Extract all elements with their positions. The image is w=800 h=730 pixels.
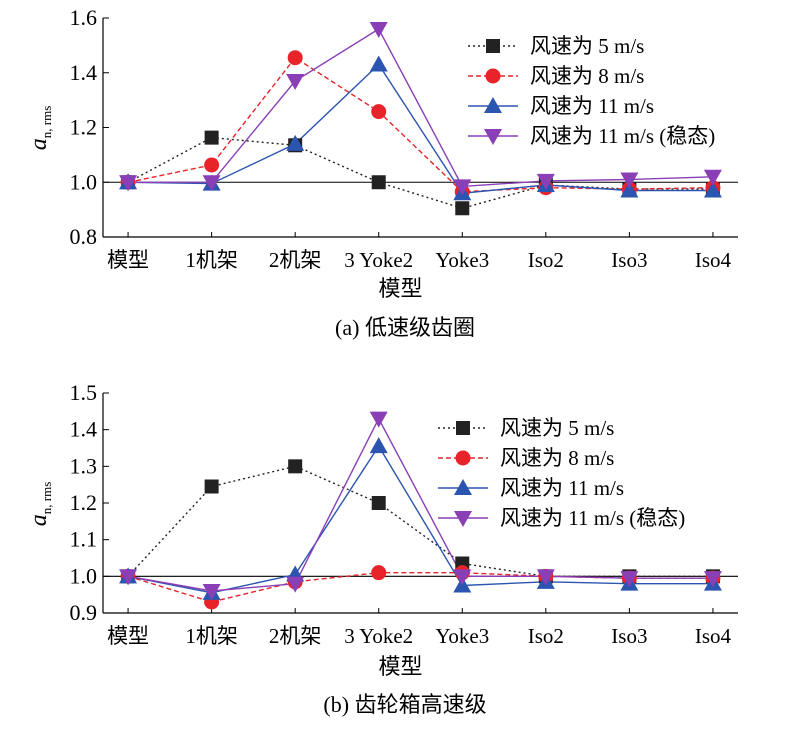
data-point-2: [287, 50, 303, 66]
y-tick-label: 1.0: [70, 563, 98, 588]
x-tick-label: Iso3: [611, 248, 647, 272]
data-point-4: [453, 569, 472, 586]
legend-marker: [484, 97, 502, 113]
series-line-4: [128, 28, 713, 188]
x-tick-label: 2机架: [269, 248, 322, 272]
data-point-4: [202, 584, 221, 600]
chart-2: 0.9 1.0 1.1 1.2 1.3 1.4 1.5 模型 1机架 2机架 3 Yoke2 Yoke…: [26, 380, 738, 717]
y-tick-label: 0.9: [70, 600, 98, 625]
legend-marker: [455, 450, 471, 466]
y-tick-label: 0.8: [70, 224, 98, 249]
data-point-1: [204, 479, 219, 494]
data-point-4: [202, 175, 221, 192]
x-tick-label: Yoke3: [435, 624, 489, 648]
data-point-4: [369, 21, 388, 38]
data-point-4: [286, 73, 305, 90]
legend-marker: [486, 39, 500, 53]
data-point-4: [286, 576, 305, 593]
series-line-2: [127, 572, 713, 603]
data-point-4: [119, 569, 138, 586]
data-point-4: [620, 571, 639, 588]
legend-marker: [484, 129, 502, 145]
y-tick-label: 1.4: [70, 60, 98, 85]
data-point-3: [620, 181, 639, 198]
legend-marker: [485, 68, 501, 84]
y-tick-label: 1.2: [70, 490, 98, 515]
x-tick-label: Yoke3: [435, 248, 489, 272]
chart-1: 0.8 1.0 1.2 1.4 1.6 模型 1机架 2机架 3 Yoke2 Yoke3 Iso2 I…: [26, 5, 738, 340]
legend-label: 风速为 5 m/s: [500, 416, 614, 440]
legend-label: 风速为 8 m/s: [500, 446, 614, 470]
legend-label: 风速为 8 m/s: [530, 64, 644, 88]
legend-label: 风速为 11 m/s: [500, 476, 624, 500]
x-tick-label: 2机架: [269, 624, 322, 648]
x-axis-title: 模型: [378, 654, 422, 679]
y-axis-title-main: a: [26, 514, 52, 526]
data-point-3: [369, 55, 388, 72]
data-point-1: [288, 459, 303, 474]
data-point-2: [204, 157, 220, 173]
x-tick-label: 1机架: [185, 248, 238, 272]
legend: 风速为 5 m/s 风速为 8 m/s 风速为 11 m/s 风速为 11 m/s (…: [468, 34, 715, 148]
data-point-4: [620, 172, 639, 189]
x-tick-label: 模型: [107, 624, 149, 648]
legend-label: 风速为 11 m/s (稳态): [500, 506, 685, 530]
y-tick-label: 1.1: [70, 527, 98, 552]
data-point-4: [453, 179, 472, 196]
y-axis-title-sub: n, rms: [39, 482, 54, 515]
data-point-1: [371, 496, 386, 510]
series-line-4: [127, 417, 713, 592]
data-point-4: [536, 569, 555, 586]
x-tick-label: Iso4: [695, 624, 732, 648]
data-point-4: [703, 571, 722, 588]
y-tick-label: 1.3: [70, 453, 98, 478]
y-tick-label: 1.5: [70, 380, 98, 405]
legend-label: 风速为 5 m/s: [530, 34, 644, 58]
data-point-3: [369, 437, 388, 454]
y-tick-label: 1.2: [70, 115, 98, 140]
y-axis-title: an, rms: [26, 106, 54, 151]
y-tick-label: 1.4: [70, 417, 98, 442]
series-line-1: [127, 465, 713, 577]
data-point-4: [703, 169, 722, 186]
x-tick-label: Iso4: [695, 248, 732, 272]
legend: 风速为 5 m/s 风速为 8 m/s 风速为 11 m/s 风速为 11 m/s (…: [438, 416, 685, 530]
x-axis-title: 模型: [378, 276, 422, 301]
data-point-1: [455, 201, 470, 216]
data-point-1: [371, 175, 386, 190]
x-tick-label: 3 Yoke2: [344, 624, 413, 648]
y-tick-label: 1.0: [70, 169, 98, 194]
data-point-4: [119, 175, 138, 192]
x-tick-label: 1机架: [185, 624, 238, 648]
series-line-3: [128, 63, 713, 194]
chart-caption: (b) 齿轮箱高速级: [323, 692, 486, 717]
legend-label: 风速为 11 m/s: [530, 94, 654, 118]
data-point-4: [369, 411, 388, 428]
data-point-4: [536, 173, 555, 190]
data-point-2: [371, 104, 387, 120]
y-axis-title-sub: n, rms: [39, 106, 54, 139]
data-point-3: [703, 181, 722, 198]
x-tick-label: 模型: [107, 248, 149, 272]
y-axis-title: an, rms: [26, 482, 54, 527]
x-tick-label: Iso2: [528, 248, 564, 272]
data-point-3: [286, 134, 305, 151]
y-tick-label: 1.6: [70, 5, 98, 30]
series-line-2: [127, 56, 713, 193]
legend-marker: [456, 421, 470, 435]
legend-label: 风速为 11 m/s (稳态): [530, 124, 715, 148]
x-tick-label: Iso3: [611, 624, 647, 648]
data-point-1: [204, 130, 219, 145]
chart-caption: (a) 低速级齿圈: [335, 315, 475, 340]
data-point-2: [371, 565, 387, 581]
x-tick-label: 3 Yoke2: [344, 248, 413, 272]
legend-marker: [454, 479, 472, 495]
y-axis-title-main: a: [26, 138, 52, 150]
legend-marker: [454, 511, 472, 527]
x-tick-label: Iso2: [528, 624, 564, 648]
